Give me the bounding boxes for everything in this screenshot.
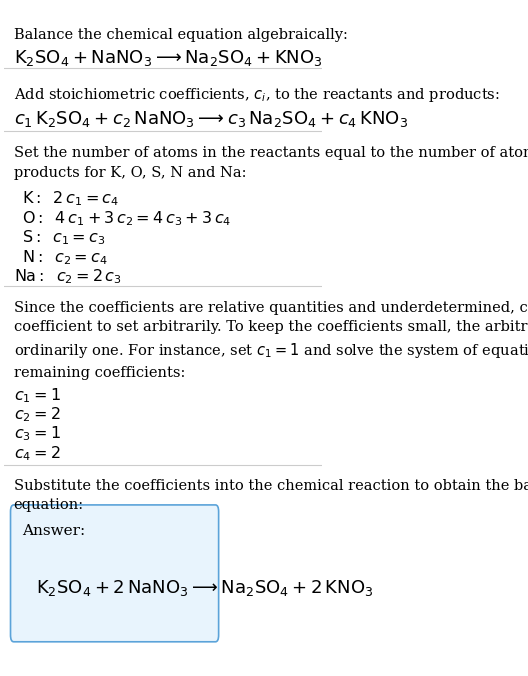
Text: $c_1\,\mathrm{K_2SO_4} + c_2\,\mathrm{NaNO_3} \longrightarrow c_3\,\mathrm{Na_2S: $c_1\,\mathrm{K_2SO_4} + c_2\,\mathrm{Na… <box>14 109 408 129</box>
Text: $c_4 = 2$: $c_4 = 2$ <box>14 444 60 463</box>
Text: Add stoichiometric coefficients, $c_i$, to the reactants and products:: Add stoichiometric coefficients, $c_i$, … <box>14 87 499 104</box>
Text: $\mathrm{K_2SO_4} + 2\,\mathrm{NaNO_3} \longrightarrow \mathrm{Na_2SO_4} + 2\,\m: $\mathrm{K_2SO_4} + 2\,\mathrm{NaNO_3} \… <box>36 578 373 598</box>
FancyBboxPatch shape <box>11 505 219 642</box>
Text: Balance the chemical equation algebraically:: Balance the chemical equation algebraica… <box>14 28 347 41</box>
Text: $c_3 = 1$: $c_3 = 1$ <box>14 425 61 443</box>
Text: $\mathrm{O{:}}\;\; 4\,c_1 + 3\,c_2 = 4\,c_3 + 3\,c_4$: $\mathrm{O{:}}\;\; 4\,c_1 + 3\,c_2 = 4\,… <box>22 209 231 228</box>
Text: $c_1 = 1$: $c_1 = 1$ <box>14 386 61 405</box>
Text: Answer:: Answer: <box>22 524 85 537</box>
Text: $\mathrm{Na{:}}\;\; c_2 = 2\,c_3$: $\mathrm{Na{:}}\;\; c_2 = 2\,c_3$ <box>14 267 121 286</box>
Text: $c_2 = 2$: $c_2 = 2$ <box>14 406 60 424</box>
Text: $\mathrm{K{:}}\;\; 2\,c_1 = c_4$: $\mathrm{K{:}}\;\; 2\,c_1 = c_4$ <box>22 190 118 208</box>
Text: Substitute the coefficients into the chemical reaction to obtain the balanced
eq: Substitute the coefficients into the che… <box>14 479 528 512</box>
Text: $\mathrm{K_2SO_4 + NaNO_3 \longrightarrow Na_2SO_4 + KNO_3}$: $\mathrm{K_2SO_4 + NaNO_3 \longrightarro… <box>14 47 323 68</box>
Text: Set the number of atoms in the reactants equal to the number of atoms in the
pro: Set the number of atoms in the reactants… <box>14 147 528 180</box>
Text: $\mathrm{S{:}}\;\; c_1 = c_3$: $\mathrm{S{:}}\;\; c_1 = c_3$ <box>22 228 105 247</box>
Text: Since the coefficients are relative quantities and underdetermined, choose a
coe: Since the coefficients are relative quan… <box>14 301 528 380</box>
Text: $\mathrm{N{:}}\;\; c_2 = c_4$: $\mathrm{N{:}}\;\; c_2 = c_4$ <box>22 248 107 266</box>
